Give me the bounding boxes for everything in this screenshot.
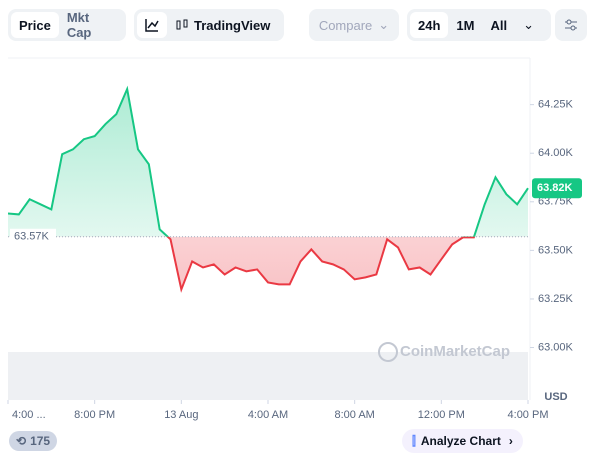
range-button[interactable]: 1M	[456, 17, 475, 33]
candle-icon	[176, 19, 188, 30]
baseline-tag	[10, 228, 56, 245]
range-group: 24h 1M All ⌄	[407, 9, 551, 41]
range-dropdown[interactable]: ⌄	[523, 17, 534, 32]
settings-button[interactable]	[555, 9, 587, 41]
x-tick-label: 4:00 ...	[12, 409, 46, 421]
tab-group: Price Mkt Cap	[8, 9, 126, 41]
y-tick-label: 64.25K	[538, 99, 574, 111]
x-tick-label: 8:00 AM	[334, 409, 374, 421]
price-line-down	[166, 236, 476, 293]
badge[interactable]: ⟲ 175	[9, 431, 58, 451]
last-price-label: 63.82K	[537, 182, 573, 194]
baseline-label: 63.57K	[14, 231, 50, 243]
analyze-chart-button[interactable]: ⫿ Analyze Chart ›	[402, 429, 523, 453]
chart: CoinMarketCap USD 63.00K 63.25K 63.50K 63.7…	[7, 57, 582, 421]
line-view-button[interactable]	[137, 12, 167, 38]
tab[interactable]: Mkt Cap	[66, 10, 92, 40]
x-tick-label: 12:00 PM	[418, 409, 465, 421]
volume-band	[8, 352, 528, 400]
y-tick-label: 63.75K	[538, 196, 574, 208]
x-tick-label: 4:00 PM	[508, 409, 549, 421]
area-up	[8, 89, 528, 237]
chevron: ›	[508, 434, 513, 448]
last-price-tag	[532, 178, 582, 199]
price-line-up	[8, 85, 529, 237]
y-tick-label: 63.25K	[538, 293, 574, 305]
settings-icon	[565, 19, 577, 31]
compare-label: Compare	[318, 17, 373, 33]
tradingview-label: TradingView	[194, 17, 271, 33]
chevron: ⌄	[378, 17, 390, 32]
analyze-label: Analyze Chart	[420, 434, 501, 448]
area-down	[8, 236, 528, 290]
watermark: CoinMarketCap	[400, 343, 510, 360]
badge-count: 175	[30, 434, 51, 448]
line-icon	[145, 19, 159, 32]
compare-button[interactable]: Compare ⌄	[309, 9, 399, 41]
x-tick-label: 4:00 AM	[248, 409, 288, 421]
x-tick-label: 8:00 PM	[74, 409, 115, 421]
view-group: TradingView	[134, 9, 284, 41]
range-button[interactable]: 24h	[410, 12, 449, 38]
history-icon: ⟲	[16, 434, 27, 448]
analyze-icon: ⫿	[412, 433, 416, 448]
y-tick-label: 63.50K	[538, 244, 574, 256]
y-tick-label: 63.00K	[538, 341, 574, 353]
watermark-logo	[378, 342, 398, 362]
y-tick-label: 64.00K	[538, 147, 574, 159]
range-button[interactable]: All	[490, 17, 508, 33]
tradingview-button[interactable]: TradingView	[167, 12, 278, 38]
tab[interactable]: Price	[11, 12, 59, 38]
y-axis-title: USD	[544, 391, 567, 403]
x-tick-label: 13 Aug	[164, 409, 198, 421]
